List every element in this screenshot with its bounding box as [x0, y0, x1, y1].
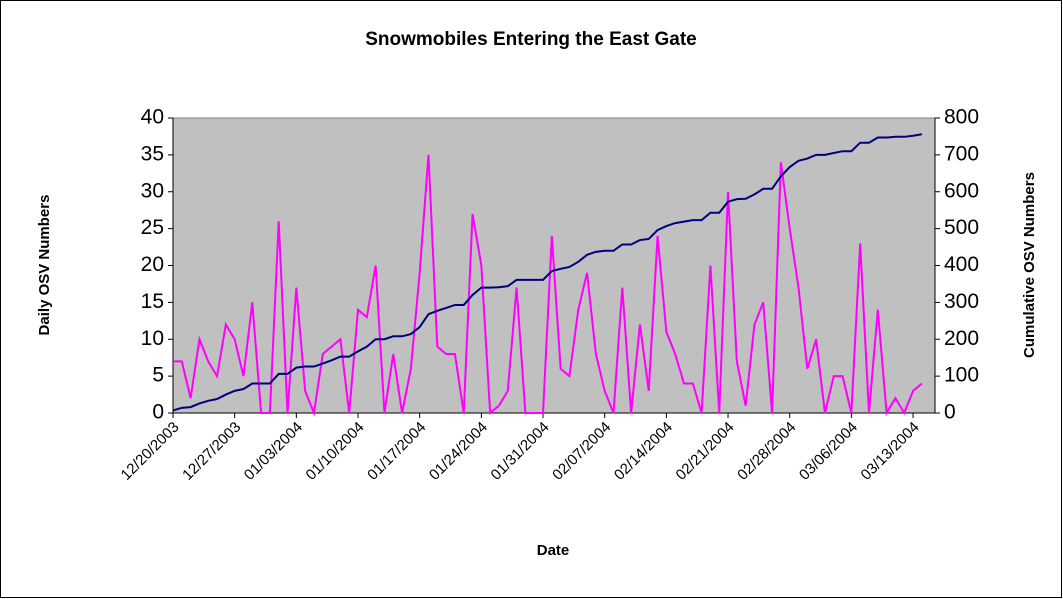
y-tick-label: 20 [141, 253, 164, 276]
y-axis-title: Daily OSV Numbers [36, 195, 53, 336]
y-tick-label: 25 [141, 216, 164, 239]
y2-tick-label: 600 [944, 179, 979, 202]
y2-tick-label: 800 [944, 106, 979, 129]
series-line [172, 133, 923, 412]
y2-tick-label: 0 [944, 401, 956, 424]
y2-tick-label: 300 [944, 290, 979, 313]
y2-tick-label: 200 [944, 327, 979, 350]
y2-tick-label: 400 [944, 253, 979, 276]
y2-tick-label: 100 [944, 364, 979, 387]
y2-axis-title: Cumulative OSV Numbers [1021, 172, 1038, 358]
y2-tick-label: 500 [944, 216, 979, 239]
y2-tick-label: 700 [944, 142, 979, 165]
chart-title: Snowmobiles Entering the East Gate [365, 29, 697, 50]
y-tick-label: 10 [141, 327, 164, 350]
y-tick-label: 15 [141, 290, 164, 313]
series-line [173, 154, 923, 417]
x-axis-title: Date [537, 542, 570, 559]
y-tick-label: 30 [141, 179, 164, 202]
y-tick-label: 0 [152, 401, 164, 424]
y-tick-label: 5 [152, 364, 164, 387]
y-tick-label: 40 [141, 106, 164, 129]
y-tick-label: 35 [141, 142, 164, 165]
